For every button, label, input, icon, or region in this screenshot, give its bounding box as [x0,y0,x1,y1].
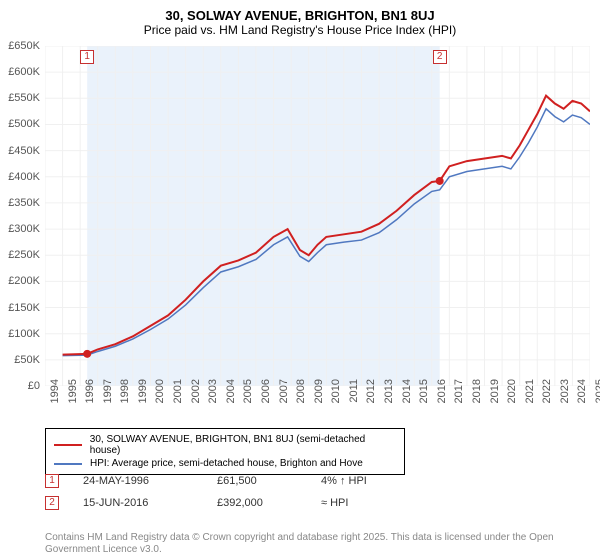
legend-item: 30, SOLWAY AVENUE, BRIGHTON, BN1 8UJ (se… [54,433,396,457]
sale-marker-2: 2 [433,50,447,64]
sale-marker-1: 1 [80,50,94,64]
x-axis-label: 2011 [348,379,360,409]
sale-marker-box: 2 [45,496,59,510]
y-axis-label: £450K [0,145,40,157]
page-subtitle: Price paid vs. HM Land Registry's House … [0,23,600,37]
page-title: 30, SOLWAY AVENUE, BRIGHTON, BN1 8UJ [0,8,600,23]
sale-row: 1 24-MAY-1996 £61,500 4% ↑ HPI [45,470,401,492]
sales-table: 1 24-MAY-1996 £61,500 4% ↑ HPI 2 15-JUN-2016 £… [45,470,401,514]
y-axis-label: £200K [0,275,40,287]
legend-label: 30, SOLWAY AVENUE, BRIGHTON, BN1 8UJ (se… [90,434,396,456]
y-axis-label: £0 [0,380,40,392]
legend-swatch [54,463,82,465]
x-axis-label: 2003 [207,379,219,409]
y-axis-label: £500K [0,118,40,130]
x-axis-label: 2002 [190,379,202,409]
x-axis-label: 2014 [401,379,413,409]
price-chart: £0£50K£100K£150K£200K£250K£300K£350K£400… [45,46,590,386]
x-axis-label: 2023 [559,379,571,409]
x-axis-label: 1997 [102,379,114,409]
legend-label: HPI: Average price, semi-detached house,… [90,458,363,469]
sale-marker-box: 1 [45,474,59,488]
x-axis-label: 2018 [471,379,483,409]
x-axis-label: 2006 [260,379,272,409]
attribution: Contains HM Land Registry data © Crown c… [45,532,600,556]
sale-price: £61,500 [217,475,297,487]
x-axis-label: 1998 [119,379,131,409]
x-axis-label: 2010 [330,379,342,409]
x-axis-label: 2021 [524,379,536,409]
y-axis-label: £100K [0,328,40,340]
y-axis-label: £600K [0,66,40,78]
x-axis-label: 2017 [453,379,465,409]
sale-date: 24-MAY-1996 [83,475,193,487]
sale-hpi-relation: 4% ↑ HPI [321,475,401,487]
x-axis-label: 2022 [541,379,553,409]
y-axis-label: £250K [0,249,40,261]
x-axis-label: 2020 [506,379,518,409]
x-axis-label: 2016 [436,379,448,409]
x-axis-label: 1996 [84,379,96,409]
sale-price: £392,000 [217,497,297,509]
x-axis-label: 2009 [313,379,325,409]
legend-item: HPI: Average price, semi-detached house,… [54,457,396,470]
y-axis-label: £550K [0,92,40,104]
x-axis-label: 2012 [365,379,377,409]
y-axis-label: £400K [0,171,40,183]
x-axis-label: 1999 [137,379,149,409]
sale-row: 2 15-JUN-2016 £392,000 ≈ HPI [45,492,401,514]
sale-hpi-relation: ≈ HPI [321,497,401,509]
legend-swatch [54,444,82,446]
x-axis-label: 2004 [225,379,237,409]
legend: 30, SOLWAY AVENUE, BRIGHTON, BN1 8UJ (se… [45,428,405,475]
x-axis-label: 2024 [576,379,588,409]
y-axis-label: £350K [0,197,40,209]
x-axis-label: 2001 [172,379,184,409]
y-axis-label: £50K [0,354,40,366]
x-axis-label: 2019 [489,379,501,409]
sale-date: 15-JUN-2016 [83,497,193,509]
y-axis-label: £650K [0,40,40,52]
x-axis-label: 2025 [594,379,600,409]
x-axis-label: 2015 [418,379,430,409]
x-axis-label: 1995 [67,379,79,409]
x-axis-label: 1994 [49,379,61,409]
x-axis-label: 2013 [383,379,395,409]
x-axis-label: 2007 [278,379,290,409]
x-axis-label: 2005 [242,379,254,409]
y-axis-label: £300K [0,223,40,235]
x-axis-label: 2008 [295,379,307,409]
x-axis-label: 2000 [154,379,166,409]
y-axis-label: £150K [0,302,40,314]
